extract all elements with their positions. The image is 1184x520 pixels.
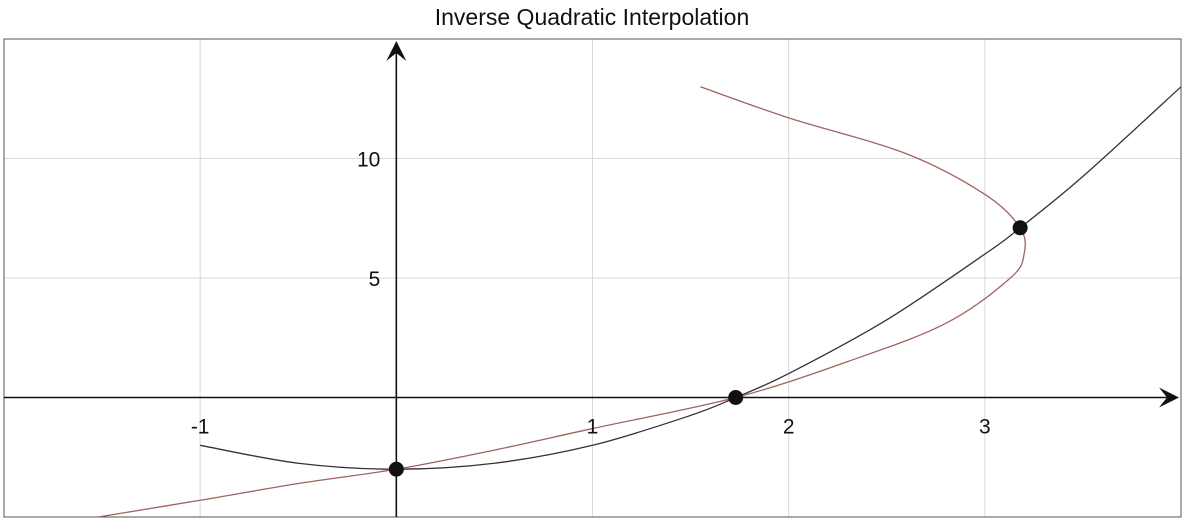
data-point xyxy=(388,461,404,477)
x-tick-label: 3 xyxy=(979,416,991,439)
grid xyxy=(4,39,1181,517)
x-tick-label: 2 xyxy=(783,416,795,439)
x-tick-label: 1 xyxy=(587,416,599,439)
series-line-2 xyxy=(98,86,1026,517)
y-tick-label: 5 xyxy=(369,268,381,291)
chart-title: Inverse Quadratic Interpolation xyxy=(434,4,750,30)
tick-labels: -1 1 2 3 5 10 xyxy=(191,149,991,439)
markers xyxy=(388,220,1028,477)
axes xyxy=(4,41,1179,517)
data-point xyxy=(728,390,744,405)
data-point xyxy=(1012,220,1028,236)
x-axis-arrow xyxy=(1159,387,1179,408)
y-axis-arrow xyxy=(386,41,407,61)
plot-frame xyxy=(3,38,1182,518)
y-tick-label: 10 xyxy=(357,149,380,172)
x-tick-label: -1 xyxy=(191,416,210,439)
series-layer xyxy=(98,86,1181,517)
